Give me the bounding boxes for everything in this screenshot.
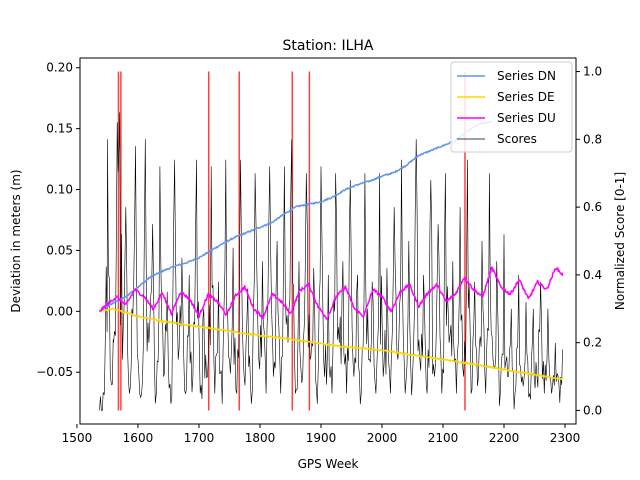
y2-tick-label: 1.0 [583, 65, 602, 79]
x-tick-label: 1900 [306, 431, 337, 445]
series-line-scores [99, 112, 563, 411]
x-tick-label: 2300 [550, 431, 581, 445]
series-line-series-dn [99, 120, 493, 313]
x-tick-label: 1800 [245, 431, 276, 445]
y-axis-label: Deviation in meters (m) [9, 169, 23, 312]
scores-series [99, 112, 563, 411]
series-line-series-du [98, 266, 564, 320]
y2-axis-ticks: 0.0 0.2 0.4 0.6 0.8 1.0 [576, 65, 602, 417]
x-tick-label: 1700 [184, 431, 215, 445]
y2-axis-label: Normalized Score [0-1] [613, 172, 627, 310]
y-tick-label: 0.00 [46, 304, 73, 318]
y2-tick-label: 0.4 [583, 268, 602, 282]
legend-box [450, 61, 573, 153]
y-tick-label: 0.20 [46, 61, 73, 75]
legend-label: Scores [497, 132, 537, 146]
anomaly-lines [117, 71, 466, 411]
x-tick-label: 2200 [489, 431, 520, 445]
x-tick-label: 1500 [62, 431, 93, 445]
y2-tick-label: 0.0 [583, 403, 602, 417]
y-tick-label: 0.10 [46, 183, 73, 197]
legend: Series DN Series DE Series DU Scores [450, 61, 573, 153]
y-tick-label: 0.05 [46, 243, 73, 257]
y2-tick-label: 0.8 [583, 132, 602, 146]
y2-tick-label: 0.6 [583, 200, 602, 214]
x-tick-label: 2000 [367, 431, 398, 445]
legend-label: Series DU [497, 111, 556, 125]
y-tick-label: −0.05 [36, 365, 73, 379]
x-tick-label: 1600 [123, 431, 154, 445]
plot-frame [79, 57, 577, 425]
x-axis-label: GPS Week [298, 457, 359, 471]
y2-tick-label: 0.2 [583, 336, 602, 350]
left-series [98, 120, 564, 381]
series-line-series-de [99, 307, 563, 381]
y-axis-ticks: −0.05 0.00 0.05 0.10 0.15 0.20 [36, 61, 80, 379]
legend-label: Series DN [497, 69, 556, 83]
legend-label: Series DE [497, 90, 555, 104]
x-axis-ticks: 1500 1600 1700 1800 1900 2000 2100 2200 2300 [62, 424, 581, 445]
chart-title: Station: ILHA [283, 38, 374, 54]
x-tick-label: 2100 [428, 431, 459, 445]
y-tick-label: 0.15 [46, 122, 73, 136]
